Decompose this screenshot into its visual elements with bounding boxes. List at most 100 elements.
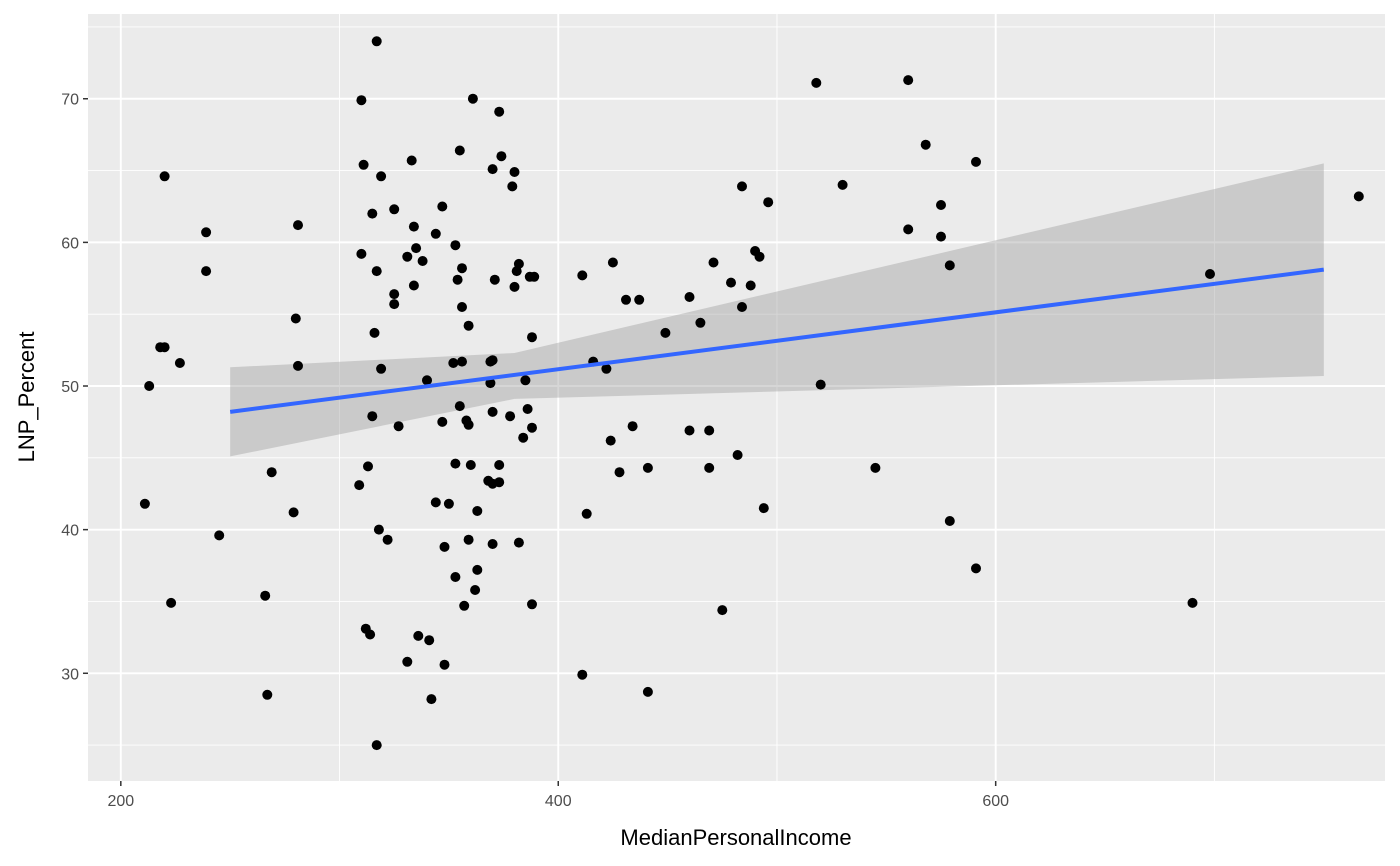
data-point [870,462,881,473]
y-axis-ticks: 30 40 50 60 70 [61,92,88,683]
data-point [717,605,728,616]
data-point [505,411,516,422]
data-point [726,277,736,288]
major-gridlines [88,14,1385,781]
data-point [737,302,747,312]
confidence-band-layer [230,163,1324,457]
data-point [527,332,537,343]
data-point [371,740,382,751]
data-point [903,224,914,235]
y-tick-label: 70 [61,92,79,109]
data-point [463,320,474,331]
data-point [450,458,461,469]
data-point [457,263,467,274]
data-point [522,404,533,414]
data-point [293,220,303,231]
data-point [389,289,400,300]
data-point [494,477,505,488]
data-point [903,75,914,86]
data-point [393,421,404,432]
data-point [811,77,822,88]
data-point [424,635,435,646]
data-point [408,221,419,232]
data-point [496,151,507,162]
data-points-layer [139,36,1364,751]
data-point [402,251,413,262]
x-tick-label: 400 [545,793,572,810]
data-point [290,313,301,324]
data-point [527,422,537,433]
data-point [513,258,524,269]
x-axis-title: MedianPersonalIncome [620,825,851,850]
data-point [266,467,277,478]
data-point [577,669,588,680]
data-point [159,171,170,182]
data-point [417,256,428,266]
data-point [363,461,373,472]
trend-line-layer [229,267,1325,414]
data-point [411,243,422,254]
data-point [463,534,474,545]
data-point [518,432,529,443]
data-point [494,106,505,117]
data-point [605,435,616,446]
data-point [1353,191,1364,202]
data-point [288,507,299,518]
data-point [487,406,498,417]
data-point [695,317,706,328]
data-point [472,506,483,516]
data-point [371,266,382,277]
data-point [577,270,588,281]
data-point [704,425,715,436]
data-point [763,197,774,208]
data-point [369,327,380,338]
data-point [944,260,955,271]
data-point [621,294,631,305]
data-point [376,363,387,374]
data-point [614,467,625,478]
data-point [815,379,826,390]
y-axis-title: LNP_Percent [14,332,39,463]
data-point [402,656,413,667]
data-point [439,541,450,552]
data-point [745,280,756,291]
data-point [260,590,271,601]
data-point [944,516,955,526]
data-point [139,498,150,509]
data-point [430,497,441,508]
y-tick-label: 40 [61,523,79,540]
data-point [660,327,671,338]
data-point [174,358,185,368]
data-point [437,416,448,427]
data-point [439,659,450,670]
data-point [430,228,441,239]
y-tick-label: 60 [61,235,79,252]
data-point [920,139,931,150]
data-point [356,248,367,259]
data-point [214,530,225,541]
data-point [971,563,981,574]
data-point [201,266,212,277]
data-point [465,460,476,470]
data-point [509,281,520,292]
y-tick-label: 30 [61,666,79,683]
x-axis-ticks: 200 400 600 [107,781,1009,810]
data-point [642,686,653,697]
data-point [354,480,365,491]
data-point [684,425,695,436]
data-point [373,524,384,535]
data-point [144,381,155,391]
data-point [485,378,496,389]
data-point [754,251,765,262]
data-point [1187,597,1198,608]
data-point [406,155,417,166]
data-point [293,360,303,371]
data-point [159,342,170,353]
data-point [166,597,177,608]
data-point [443,498,454,509]
data-point [487,164,498,175]
data-point [367,208,378,219]
y-tick-label: 50 [61,379,79,396]
data-point [463,419,474,430]
